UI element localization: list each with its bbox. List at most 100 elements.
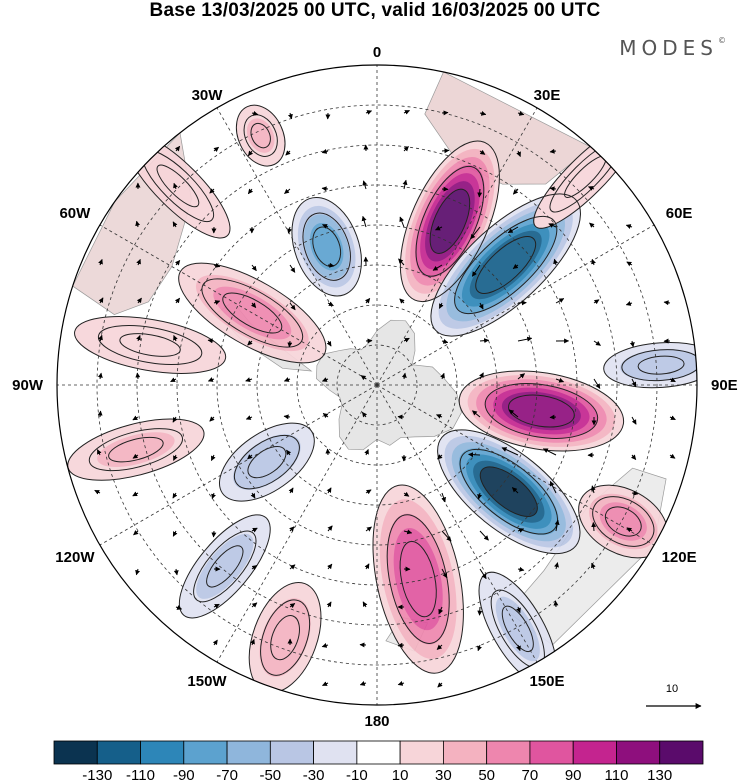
colorbar-tick-label: -110 [126,767,155,783]
wind-arrow [173,568,179,576]
wind-arrow [327,563,333,570]
wind-arrow [327,262,335,268]
wind-arrow [438,606,444,615]
wind-arrow [435,225,443,231]
streamline-ring [621,349,697,382]
wind-arrow [283,377,291,382]
anomaly-cell [178,263,327,363]
brand-mark: © [718,36,726,45]
streamline-ring [437,429,581,555]
wind-arrow [548,223,557,228]
wind-arrow [175,605,183,610]
anomaly-level [213,286,292,340]
wind-arrow [479,110,487,116]
wind-arrow [96,449,102,456]
wind-arrow [327,301,334,307]
anomaly-cell [179,514,271,619]
streamline-ring [250,122,271,149]
wind-arrow [172,416,178,423]
streamline-ring [475,236,537,294]
wind-arrow [132,491,139,497]
wind-arrow [207,338,215,344]
wind-arrow [98,258,103,266]
wind-arrow [289,603,296,609]
wind-arrow [626,261,633,267]
streamline-ring [415,165,485,277]
colorbar-tick-label: -90 [173,767,195,783]
wind-arrow [555,298,565,304]
wind-arrow [591,258,596,266]
wind-arrow [507,226,519,234]
colorbar-tick-label: 50 [478,767,495,783]
streamline-loop [603,341,697,389]
wind-arrow [286,449,292,456]
wind-arrow [631,378,637,388]
contour-layer [67,104,697,694]
streamline-ring [637,355,685,375]
wind-arrow [629,340,635,348]
wind-arrow [479,568,487,580]
wind-arrow [326,487,332,494]
anomaly-cell [74,316,226,374]
wind-arrow [517,528,525,533]
wind-arrow [360,375,367,381]
wind-arrow [401,372,407,380]
streamline-ring [233,434,300,490]
longitude-label: 30E [534,87,561,104]
wind-arrow [325,448,331,456]
wind-arrow [174,145,181,152]
streamline-ring [193,530,257,603]
colorbar-tick-label: -70 [216,767,238,783]
wind-arrow [403,529,413,535]
wind-arrow [403,337,410,343]
map-border [56,64,698,706]
longitude-label: 90E [711,377,738,394]
colorbar-tick-label: 10 [392,767,409,783]
wind-arrow [361,215,367,228]
wind-arrow [251,110,259,116]
wind-arrow [508,409,519,418]
wind-arrow [135,372,141,380]
wind-arrow [399,298,405,304]
wind-arrow [478,302,484,310]
wind-arrow [479,338,490,344]
anomaly-cell [603,342,697,388]
streamline-ring [270,615,300,661]
wind-arrow [287,112,293,120]
wind-arrow [477,606,483,616]
latitude-circle [216,224,538,546]
anomaly-cell [459,370,624,452]
wind-arrow [555,377,565,383]
wind-arrow [511,487,519,494]
wind-arrow [516,606,521,614]
wind-arrow [549,186,557,192]
colorbar-swatch [659,740,704,765]
wind-arrow [512,263,519,270]
wind-arrow [94,489,101,495]
wind-arrow [170,377,177,383]
colorbar-tick-label: -30 [303,767,325,783]
wind-arrow [322,681,329,686]
wind-arrow [590,485,596,494]
longitude-label: 120W [55,549,95,566]
wind-arrow [172,221,178,228]
wind-arrow [591,522,597,532]
wind-arrow [516,644,521,652]
wind-arrow [321,186,329,192]
wind-arrow [554,519,560,532]
longitude-label: 60W [59,205,91,222]
wind-arrow [245,377,253,383]
anomaly-level [125,133,231,239]
wind-arrow [283,414,291,420]
meridian-line [376,384,538,663]
wind-arrow [287,226,292,234]
meridian-line [376,107,538,386]
longitude-label: 0 [373,44,381,61]
wind-arrow [479,149,486,155]
wind-arrow [213,146,219,152]
wind-arrow [432,264,443,271]
wind-arrow [98,334,103,342]
wind-arrow [517,373,525,380]
longitude-labels: 0 30E 60E 90E 120E 150E 180 150W 120W 90W 60W 30W [12,44,738,730]
anomaly-level [393,528,443,631]
